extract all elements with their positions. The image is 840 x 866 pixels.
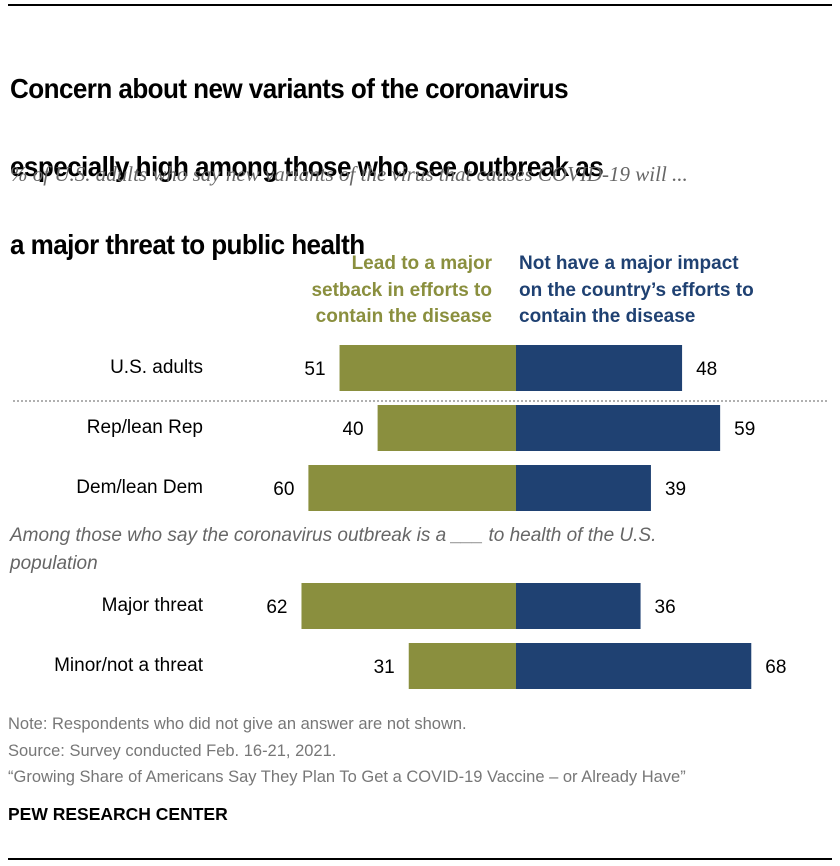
footer-source: Source: Survey conducted Feb. 16-21, 202… bbox=[8, 741, 337, 760]
bar-no-impact-dem bbox=[516, 465, 651, 511]
label-setback-us-adults: 51 bbox=[304, 359, 325, 380]
legend-no-impact-line: on the country’s efforts to bbox=[519, 279, 754, 301]
legend-setback-line: setback in efforts to bbox=[311, 279, 492, 301]
chart-title: Concern about new variants of the corona… bbox=[10, 30, 773, 303]
legend-setback-line: Lead to a major bbox=[351, 253, 492, 274]
label-setback-minor-threat: 31 bbox=[374, 657, 395, 678]
label-no-impact-rep: 59 bbox=[734, 419, 755, 440]
section-divider bbox=[13, 400, 827, 402]
label-no-impact-major-threat: 36 bbox=[655, 597, 676, 618]
title-line: Concern about new variants of the corona… bbox=[10, 73, 569, 104]
bar-setback-us-adults bbox=[339, 345, 516, 391]
chart-subtitle: % of U.S. adults who say new variants of… bbox=[10, 162, 688, 186]
category-label-major-threat: Major threat bbox=[101, 595, 203, 616]
bottom-rule bbox=[8, 858, 832, 860]
title-line: a major threat to public health bbox=[10, 229, 365, 260]
bar-setback-dem bbox=[308, 465, 516, 511]
bar-no-impact-rep bbox=[516, 405, 721, 451]
top-rule bbox=[8, 4, 832, 6]
label-setback-major-threat: 62 bbox=[266, 597, 287, 618]
bar-setback-minor-threat bbox=[408, 643, 516, 689]
label-setback-rep: 40 bbox=[342, 419, 363, 440]
legend-no-impact-line: contain the disease bbox=[519, 306, 696, 327]
brand-logo-text: PEW RESEARCH CENTER bbox=[8, 804, 228, 824]
footer-note: Note: Respondents who did not give an an… bbox=[8, 715, 467, 733]
legend-no-impact: Not have a major impact on the country’s… bbox=[519, 251, 754, 331]
legend-setback: Lead to a major setback in efforts to co… bbox=[311, 251, 492, 331]
label-no-impact-dem: 39 bbox=[665, 479, 686, 500]
category-label-us-adults: U.S. adults bbox=[110, 357, 203, 378]
legend-setback-line: contain the disease bbox=[315, 306, 492, 327]
label-no-impact-minor-threat: 68 bbox=[765, 657, 786, 678]
bar-no-impact-major-threat bbox=[516, 583, 641, 629]
category-label-minor-threat: Minor/not a threat bbox=[54, 655, 203, 676]
label-no-impact-us-adults: 48 bbox=[696, 359, 717, 380]
footer: Note: Respondents who did not give an an… bbox=[8, 711, 686, 791]
bar-no-impact-minor-threat bbox=[516, 643, 752, 689]
group-note: Among those who say the coronavirus outb… bbox=[10, 525, 657, 574]
title-line: especially high among those who see outb… bbox=[10, 151, 604, 182]
bar-setback-major-threat bbox=[301, 583, 516, 629]
label-setback-dem: 60 bbox=[273, 479, 294, 500]
bar-setback-rep bbox=[377, 405, 516, 451]
bar-no-impact-us-adults bbox=[516, 345, 683, 391]
category-label-dem: Dem/lean Dem bbox=[76, 477, 203, 498]
category-label-rep: Rep/lean Rep bbox=[86, 417, 203, 438]
legend-no-impact-line: Not have a major impact bbox=[519, 253, 739, 274]
footer-report: “Growing Share of Americans Say They Pla… bbox=[8, 768, 686, 786]
